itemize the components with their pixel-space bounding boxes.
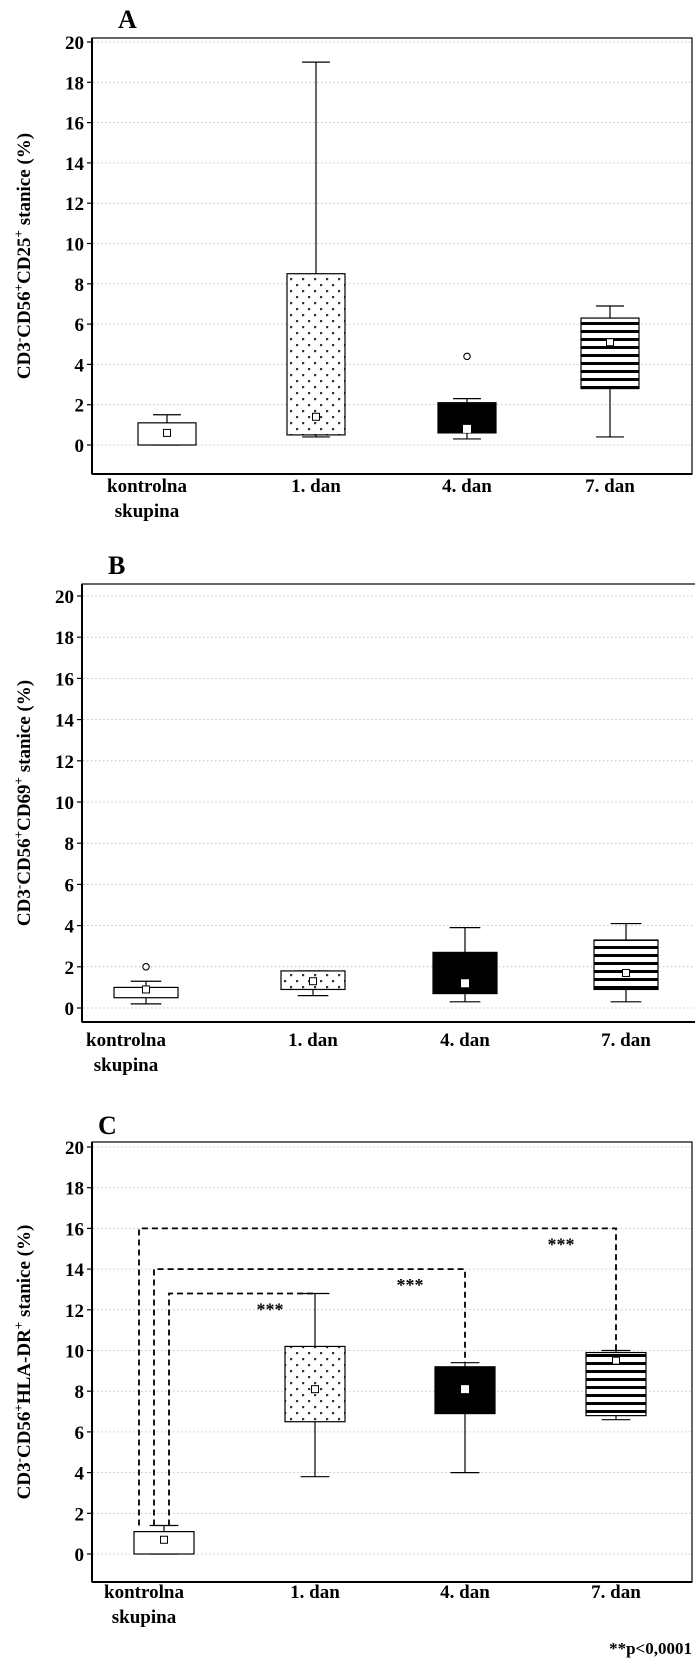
panel-label: A: [118, 5, 137, 34]
y-tick-label: 14: [65, 1260, 85, 1281]
y-tick-label: 6: [75, 1423, 85, 1444]
iqr-box: [580, 317, 640, 390]
y-tick-label: 8: [75, 1382, 85, 1403]
x-category-label: 4. dan: [442, 476, 492, 497]
y-tick-label: 2: [65, 958, 75, 979]
y-axis-label: CD3-CD56+CD69+ stanice (%): [11, 680, 36, 926]
box-kontrolna-skupina: [137, 414, 197, 446]
y-tick-label: 6: [75, 315, 85, 336]
y-tick-label: 4: [75, 1464, 85, 1485]
y-tick-label: 12: [65, 194, 84, 215]
y-tick-label: 2: [75, 396, 85, 417]
y-tick-label: 12: [65, 1301, 84, 1322]
x-category-label: kontrolna skupina: [107, 476, 187, 522]
significance-label: ***: [257, 1300, 284, 1320]
median-marker: [312, 412, 320, 421]
y-tick-label: 20: [55, 587, 74, 608]
significance-bracket: [138, 1227, 617, 1526]
median-marker: [461, 979, 469, 988]
median-marker: [463, 424, 471, 433]
box-7-dan: [585, 1349, 647, 1421]
plot-frame: [91, 37, 693, 475]
median-marker: [160, 1535, 168, 1544]
median-marker: [606, 338, 614, 347]
y-tick-label: 10: [55, 793, 74, 814]
box-7-dan: [580, 305, 640, 438]
median-marker: [461, 1385, 469, 1394]
y-tick-label: 8: [65, 834, 75, 855]
x-category-label: 7. dan: [591, 1582, 641, 1603]
y-tick-label: 20: [65, 33, 84, 54]
x-category-label: kontrolna skupina: [104, 1582, 184, 1628]
box-4-dan: [432, 927, 498, 1003]
median-marker: [142, 985, 150, 994]
x-category-label: 4. dan: [440, 1582, 490, 1603]
y-tick-label: 2: [75, 1504, 85, 1525]
y-tick-label: 0: [75, 436, 85, 457]
median-marker: [309, 977, 317, 986]
chart-panel-a: A 0 2 4 6 8 10 12 14 16 18 20 CD3-CD56+CD25+ stanice…: [11, 5, 693, 522]
y-axis-label: CD3-CD56+HLA-DR+ stanice (%): [11, 1225, 36, 1500]
y-tick-label: 10: [65, 235, 84, 256]
x-category-label: 1. dan: [291, 476, 341, 497]
y-tick-label: 6: [65, 875, 75, 896]
y-tick-label: 4: [65, 917, 75, 938]
y-tick-label: 12: [55, 752, 74, 773]
box-1-dan: [284, 1292, 346, 1478]
x-category-label: 1. dan: [290, 1582, 340, 1603]
y-tick-label: 18: [65, 73, 84, 94]
median-marker: [311, 1385, 319, 1394]
outlier-point: [142, 963, 150, 971]
y-tick-label: 18: [65, 1179, 84, 1200]
x-category-label: kontrolna skupina: [86, 1030, 166, 1076]
y-tick-label: 14: [65, 154, 85, 175]
y-tick-label: 16: [65, 1219, 84, 1240]
significance-bracket: [168, 1292, 315, 1526]
x-category-label: 7. dan: [585, 476, 635, 497]
y-tick-label: 4: [75, 355, 85, 376]
iqr-box: [286, 273, 346, 436]
y-tick-label: 0: [65, 999, 75, 1020]
box-1-dan: [280, 970, 346, 997]
chart-panel-c: C 0 2 4 6 8 10 12 14 16 18 20 CD3-CD56+HLA-DR+ stani…: [11, 1111, 693, 1628]
significance-footnote: **p<0,0001: [609, 1639, 692, 1658]
x-category-label: 4. dan: [440, 1030, 490, 1051]
significance-label: ***: [397, 1275, 424, 1295]
box-kontrolna-skupina: [113, 963, 179, 1005]
chart-panel-b: B 0 2 4 6 8 10 12 14 16 18 20 CD3-CD56+CD69+ stanice…: [11, 551, 695, 1076]
panel-label: B: [108, 551, 125, 580]
y-tick-label: 20: [65, 1138, 84, 1159]
box-4-dan: [437, 352, 497, 440]
significance-label: ***: [548, 1234, 575, 1254]
y-tick-label: 16: [65, 114, 84, 135]
median-marker: [612, 1356, 620, 1365]
box-7-dan: [593, 922, 659, 1003]
y-tick-label: 0: [75, 1545, 85, 1566]
median-marker: [163, 428, 171, 437]
median-marker: [622, 968, 630, 977]
x-category-label: 1. dan: [288, 1030, 338, 1051]
box-4-dan: [434, 1362, 496, 1474]
iqr-box: [284, 1345, 346, 1423]
x-category-label: 7. dan: [601, 1030, 651, 1051]
y-tick-label: 18: [55, 628, 74, 649]
iqr-box: [593, 939, 659, 991]
box-1-dan: [286, 61, 346, 438]
y-tick-label: 16: [55, 669, 74, 690]
y-axis-label: CD3-CD56+CD25+ stanice (%): [11, 133, 36, 379]
panel-label: C: [98, 1111, 117, 1140]
iqr-box: [432, 951, 498, 995]
significance-bracket: [153, 1268, 466, 1526]
y-tick-label: 14: [55, 711, 75, 732]
outlier-point: [463, 352, 471, 361]
y-tick-label: 10: [65, 1342, 84, 1363]
box-kontrolna-skupina: [133, 1524, 195, 1555]
y-tick-label: 8: [75, 275, 85, 296]
